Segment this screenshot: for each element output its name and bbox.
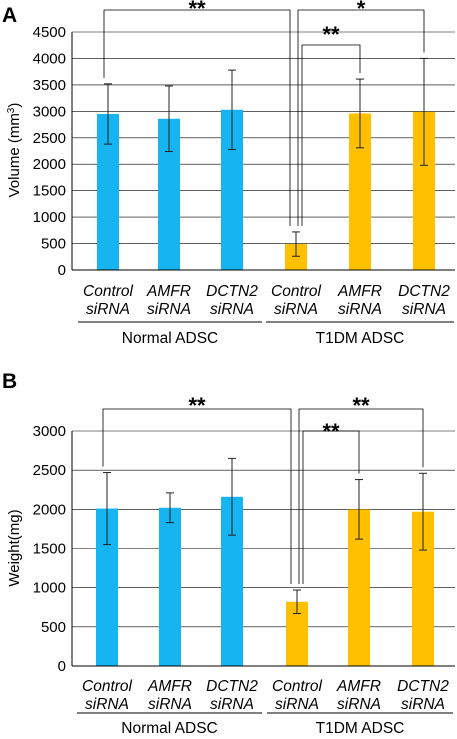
significance-stars: **: [322, 419, 340, 444]
significance-bracket: [297, 9, 425, 226]
panel-b-weight-chart: B Weight(mg) 0 500 1000 1500 2000 2500 3000 Co…: [2, 370, 455, 737]
significance-bracket: [302, 430, 360, 585]
significance-annotations: ** ** **: [102, 393, 424, 585]
bar: [96, 508, 118, 666]
y-tick-label: 3500: [33, 77, 66, 94]
y-tick-labels: 0 500 1000 1500 2000 2500 3000: [33, 423, 66, 675]
significance-bracket: [298, 408, 424, 585]
bar: [221, 496, 243, 666]
y-tick-label: 1500: [33, 541, 66, 558]
group-label: Normal ADSC: [122, 330, 218, 347]
bar: [221, 109, 243, 270]
group-labels: Normal ADSC T1DM ADSC: [78, 321, 454, 347]
group-label: Normal ADSC: [121, 720, 217, 737]
y-tick-label: 2500: [33, 130, 66, 147]
bar: [159, 507, 181, 666]
bar: [412, 511, 434, 666]
bar: [285, 244, 307, 270]
category-label: AMFR siRNA: [336, 678, 381, 713]
category-label: AMFR siRNA: [147, 678, 192, 713]
bars: [96, 496, 434, 666]
y-tick-label: 500: [41, 236, 66, 253]
significance-stars: *: [357, 0, 366, 21]
panel-a-volume-chart: A Volume (mm3) 0 500 1000 1500 2000 2500 3000 3…: [2, 0, 455, 347]
category-label: Control siRNA: [271, 283, 322, 318]
category-label: AMFR siRNA: [337, 283, 382, 318]
bar: [348, 509, 370, 666]
error-bars: [104, 57, 428, 257]
group-labels: Normal ADSC T1DM ADSC: [77, 712, 453, 737]
bar: [158, 118, 180, 270]
y-tick-label: 3000: [33, 423, 66, 440]
y-tick-label: 1500: [33, 183, 66, 200]
panel-letter-b: B: [2, 370, 17, 393]
category-label: Control siRNA: [82, 678, 133, 713]
y-tick-label: 2500: [33, 462, 66, 479]
significance-stars: **: [322, 22, 340, 47]
category-label: DCTN2 siRNA: [398, 283, 450, 318]
y-tick-label: 500: [41, 619, 66, 636]
category-label: DCTN2 siRNA: [206, 283, 258, 318]
y-tick-label: 1000: [33, 209, 66, 226]
bar: [286, 601, 308, 666]
significance-stars: **: [188, 393, 206, 418]
error-bars: [103, 457, 427, 615]
category-labels: Control siRNA AMFR siRNA DCTN2 siRNA Control si…: [82, 678, 449, 713]
y-tick-label: 2000: [33, 156, 66, 173]
bar: [349, 113, 371, 271]
y-tick-label: 2000: [33, 501, 66, 518]
panel-letter-a: A: [2, 4, 17, 27]
significance-bracket: [301, 44, 361, 226]
category-label: Control siRNA: [272, 678, 323, 713]
gridlines: [72, 430, 455, 628]
y-axis-label-volume: Volume (mm3): [6, 103, 24, 198]
category-labels: Control siRNA AMFR siRNA DCTN2 siRNA Control si…: [83, 283, 450, 318]
significance-annotations: *****: [103, 0, 425, 226]
bar: [97, 113, 119, 270]
y-tick-label: 4500: [33, 24, 66, 41]
gridlines: [72, 31, 455, 244]
group-label: T1DM ADSC: [316, 330, 405, 347]
significance-bracket: [102, 408, 292, 585]
group-label: T1DM ADSC: [316, 720, 405, 737]
category-label: AMFR siRNA: [146, 283, 191, 318]
significance-stars: **: [188, 0, 206, 21]
significance-stars: **: [352, 393, 370, 418]
y-axis-label-weight: Weight(mg): [6, 509, 23, 586]
y-tick-labels: 0 500 1000 1500 2000 2500 3000 3500 4000 4500: [33, 24, 66, 279]
y-tick-label: 4000: [33, 50, 66, 67]
y-tick-label: 1000: [33, 580, 66, 597]
category-label: DCTN2 siRNA: [397, 678, 449, 713]
significance-bracket: [103, 9, 291, 226]
y-tick-label: 0: [58, 262, 66, 279]
bar: [413, 111, 435, 271]
category-label: Control siRNA: [83, 283, 134, 318]
bars: [97, 109, 435, 271]
category-label: DCTN2 siRNA: [206, 678, 258, 713]
y-tick-label: 3000: [33, 103, 66, 120]
y-tick-label: 0: [58, 658, 66, 675]
